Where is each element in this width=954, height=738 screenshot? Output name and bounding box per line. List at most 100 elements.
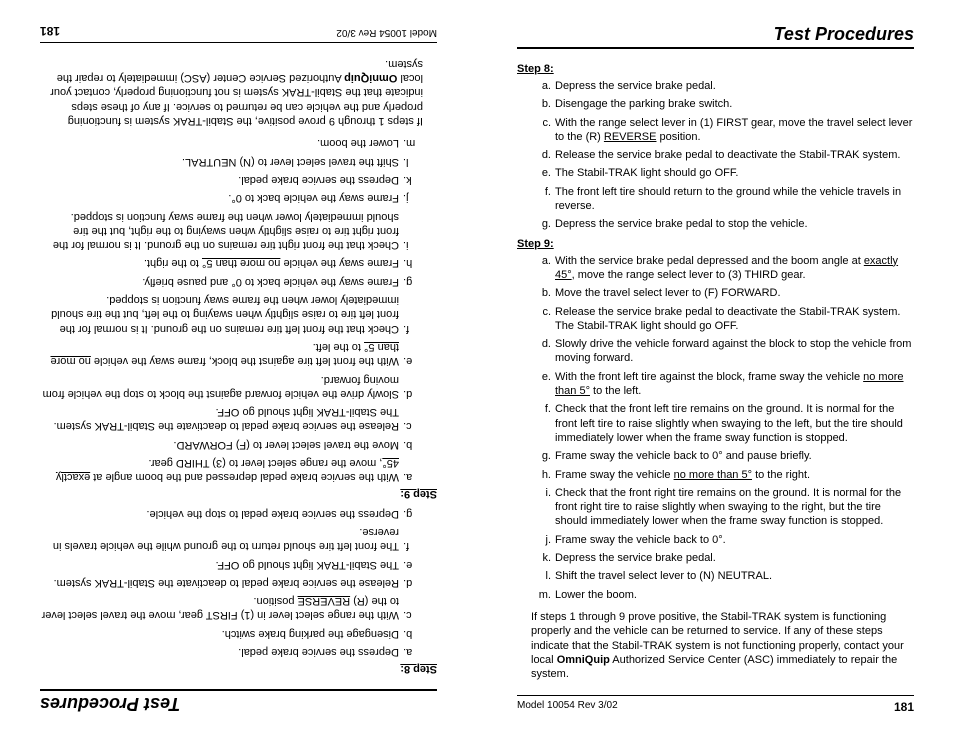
list-item-text: Check that the front left tire remains o… — [555, 403, 903, 444]
list-item-letter: e. — [533, 166, 551, 180]
content-area: Step 8: a.Depress the service brake peda… — [517, 59, 914, 695]
list-item-text-after: , move the range select lever to (3) THI… — [148, 457, 382, 469]
list-item-text: With the front left tire against the blo… — [91, 355, 399, 367]
list-item-letter: b. — [533, 97, 551, 111]
list-item-letter: c. — [533, 305, 551, 319]
list-item-letter: e. — [403, 557, 421, 571]
list-item-text: Move the travel select lever to (F) FORW… — [173, 439, 399, 451]
list-item: m.Lower the boom. — [40, 136, 399, 150]
step8-heading: Step 8: — [517, 63, 914, 75]
list-item-letter: c. — [403, 419, 421, 433]
list-item: l.Shift the travel select lever to (N) N… — [555, 569, 914, 583]
list-item-text: The Stabil-TRAK light should go OFF. — [555, 167, 738, 179]
list-item: c.With the range select lever in (1) FIR… — [40, 594, 399, 623]
list-item-text: Frame sway the vehicle back to 0°. — [228, 192, 399, 204]
list-item-letter: l. — [533, 569, 551, 583]
list-item: a.Depress the service brake pedal. — [555, 79, 914, 93]
closing-brand: OmniQuip — [557, 654, 610, 666]
list-item-underline: REVERSE — [604, 131, 657, 143]
list-item-letter: l. — [403, 154, 421, 168]
list-item-text-after: , move the range select lever to (3) THI… — [572, 269, 806, 281]
list-item: b.Disengage the parking brake switch. — [555, 97, 914, 111]
list-item: j.Frame sway the vehicle back to 0°. — [40, 191, 399, 205]
list-item-text: Slowly drive the vehicle forward against… — [555, 338, 911, 364]
footer-model: Model 10054 Rev 3/02 — [517, 700, 618, 714]
list-item-text: Release the service brake pedal to deact… — [54, 406, 399, 432]
list-item-text-after: position. — [253, 595, 297, 607]
list-item-letter: b. — [403, 626, 421, 640]
list-item: l.Shift the travel select lever to (N) N… — [40, 154, 399, 168]
list-item-text: Move the travel select lever to (F) FORW… — [555, 287, 781, 299]
list-item: e.The Stabil-TRAK light should go OFF. — [555, 166, 914, 180]
content-area: Step 8: a.Depress the service brake peda… — [40, 43, 437, 679]
list-item-letter: a. — [403, 470, 421, 484]
list-item-text: Check that the front left tire remains o… — [51, 294, 399, 335]
list-item: d.Slowly drive the vehicle forward again… — [555, 337, 914, 366]
rotated-page: Test Procedures Step 8: a.Depress the se… — [0, 0, 477, 738]
list-item: f.Check that the front left tire remains… — [40, 293, 399, 336]
list-item-text: Frame sway the vehicle — [555, 469, 674, 481]
list-item-text: Check that the front right tire remains … — [53, 211, 399, 252]
list-item-letter: i. — [403, 238, 421, 252]
list-item: e.With the front left tire against the b… — [555, 370, 914, 399]
list-item-text: Lower the boom. — [555, 589, 637, 601]
closing-paragraph: If steps 1 through 9 prove positive, the… — [40, 57, 437, 128]
list-item: g.Frame sway the vehicle back to 0° and … — [555, 449, 914, 463]
list-item-text: Frame sway the vehicle — [280, 257, 399, 269]
list-item-letter: b. — [403, 437, 421, 451]
list-item-text-after: to the right. — [144, 257, 202, 269]
closing-brand: OmniQuip — [344, 72, 397, 84]
list-item: i.Check that the front right tire remain… — [555, 486, 914, 529]
list-item-text: Shift the travel select lever to (N) NEU… — [555, 570, 772, 582]
list-item-letter: a. — [533, 79, 551, 93]
list-item: a.With the service brake pedal depressed… — [40, 456, 399, 485]
list-item: e.With the front left tire against the b… — [40, 340, 399, 369]
list-item-letter: k. — [403, 173, 421, 187]
list-item-text-after: to the left. — [313, 341, 364, 353]
list-item-text: The front left tire should return to the… — [53, 526, 399, 552]
page-title: Test Procedures — [40, 689, 437, 714]
list-item-text: Depress the service brake pedal to stop … — [146, 508, 399, 520]
list-item-letter: h. — [403, 256, 421, 270]
list-item-letter: c. — [533, 116, 551, 130]
list-item: b.Move the travel select lever to (F) FO… — [555, 286, 914, 300]
list-item-text: Depress the service brake pedal. — [555, 552, 716, 564]
list-item-letter: e. — [533, 370, 551, 384]
list-item-text: Frame sway the vehicle back to 0°. — [555, 534, 726, 546]
list-item: a.Depress the service brake pedal. — [40, 645, 399, 659]
footer-page-number: 181 — [40, 24, 60, 38]
step9-list: a. With the service brake pedal depressed… — [40, 136, 437, 484]
list-item-text: Check that the front right tire remains … — [555, 487, 901, 528]
list-item-text: The front left tire should return to the… — [555, 186, 901, 212]
list-item-letter: j. — [403, 191, 421, 205]
list-item-letter: g. — [403, 274, 421, 288]
list-item-letter: j. — [533, 533, 551, 547]
list-item-text: Depress the service brake pedal to stop … — [555, 218, 808, 230]
list-item-text: Depress the service brake pedal. — [238, 646, 399, 658]
list-item-text: With the front left tire against the blo… — [555, 371, 863, 383]
list-item-letter: i. — [533, 486, 551, 500]
list-item-text-after: to the right. — [752, 469, 810, 481]
list-item: d.Release the service brake pedal to dea… — [555, 148, 914, 162]
step9-heading: Step 9: — [40, 488, 437, 500]
list-item-letter: c. — [403, 608, 421, 622]
list-item-text: Release the service brake pedal to deact… — [555, 306, 900, 332]
list-item-text: Frame sway the vehicle back to 0° and pa… — [142, 276, 399, 288]
list-item-text: Depress the service brake pedal. — [238, 174, 399, 186]
list-item-text: Shift the travel select lever to (N) NEU… — [182, 156, 399, 168]
list-item-text: With the service brake pedal depressed a… — [90, 471, 399, 483]
upright-page: Test Procedures Step 8: a.Depress the se… — [477, 0, 954, 738]
step8-heading: Step 8: — [40, 663, 437, 675]
list-item-letter: d. — [533, 148, 551, 162]
list-item-underline: no more than 5° — [202, 257, 280, 269]
list-item-letter: g. — [533, 449, 551, 463]
list-item: h.Frame sway the vehicle no more than 5°… — [555, 468, 914, 482]
list-item-underline: no more than 5° — [674, 469, 752, 481]
page-footer: Model 10054 Rev 3/02 181 — [517, 695, 914, 714]
list-item: c.Release the service brake pedal to dea… — [555, 305, 914, 334]
list-item-letter: m. — [403, 136, 421, 150]
list-item-letter: f. — [533, 402, 551, 416]
page-title: Test Procedures — [517, 24, 914, 49]
list-item-letter: m. — [533, 588, 551, 602]
list-item: j.Frame sway the vehicle back to 0°. — [555, 533, 914, 547]
